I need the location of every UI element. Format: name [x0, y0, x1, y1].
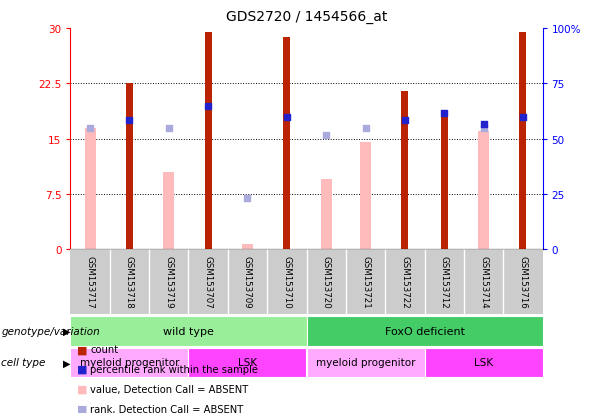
- Text: percentile rank within the sample: percentile rank within the sample: [90, 364, 258, 374]
- Point: [243, 195, 253, 202]
- Point: [164, 125, 173, 132]
- Point: [400, 118, 409, 124]
- Bar: [441, 114, 447, 250]
- Bar: [163, 173, 174, 250]
- Bar: [306, 316, 543, 346]
- Text: ■: ■: [77, 364, 87, 374]
- Text: genotype/variation: genotype/variation: [1, 326, 100, 336]
- Bar: [519, 33, 527, 250]
- Bar: [189, 348, 306, 377]
- Text: ■: ■: [77, 344, 87, 354]
- Text: value, Detection Call = ABSENT: value, Detection Call = ABSENT: [90, 384, 248, 394]
- Point: [321, 133, 331, 139]
- Text: GSM153709: GSM153709: [243, 255, 252, 308]
- Bar: [85, 128, 96, 250]
- Point: [360, 125, 370, 132]
- Bar: [126, 84, 133, 250]
- Text: ▶: ▶: [63, 326, 70, 336]
- Text: GSM153714: GSM153714: [479, 255, 488, 308]
- Bar: [478, 132, 489, 250]
- Bar: [70, 348, 189, 377]
- Text: FoxO deficient: FoxO deficient: [384, 326, 465, 336]
- Point: [85, 125, 95, 132]
- Point: [479, 125, 489, 132]
- Text: GSM153712: GSM153712: [440, 255, 449, 308]
- Point: [518, 114, 528, 121]
- Bar: [321, 180, 332, 250]
- Text: GSM153719: GSM153719: [164, 255, 173, 308]
- Text: wild type: wild type: [163, 326, 214, 336]
- Text: GSM153717: GSM153717: [86, 255, 94, 308]
- Text: GSM153722: GSM153722: [400, 255, 409, 308]
- Point: [124, 118, 134, 124]
- Text: ▶: ▶: [63, 358, 70, 368]
- Bar: [424, 348, 543, 377]
- Text: LSK: LSK: [474, 358, 493, 368]
- Bar: [402, 92, 408, 250]
- Text: GSM153718: GSM153718: [125, 255, 134, 308]
- Text: GSM153721: GSM153721: [361, 255, 370, 308]
- Bar: [70, 316, 306, 346]
- Text: GSM153720: GSM153720: [322, 255, 330, 308]
- Text: count: count: [90, 344, 118, 354]
- Text: GSM153716: GSM153716: [519, 255, 527, 308]
- Text: ■: ■: [77, 404, 87, 413]
- Text: myeloid progenitor: myeloid progenitor: [316, 358, 415, 368]
- Bar: [306, 348, 424, 377]
- Bar: [205, 33, 211, 250]
- Point: [282, 114, 292, 121]
- Text: rank, Detection Call = ABSENT: rank, Detection Call = ABSENT: [90, 404, 243, 413]
- Bar: [242, 244, 253, 250]
- Text: GSM153707: GSM153707: [204, 255, 213, 308]
- Text: cell type: cell type: [1, 358, 45, 368]
- Point: [440, 110, 449, 117]
- Text: ■: ■: [77, 384, 87, 394]
- Point: [204, 103, 213, 109]
- Text: LSK: LSK: [238, 358, 257, 368]
- Point: [479, 121, 489, 128]
- Text: myeloid progenitor: myeloid progenitor: [80, 358, 179, 368]
- Bar: [360, 143, 371, 250]
- Bar: [283, 38, 291, 250]
- Text: GSM153710: GSM153710: [283, 255, 291, 308]
- Title: GDS2720 / 1454566_at: GDS2720 / 1454566_at: [226, 10, 387, 24]
